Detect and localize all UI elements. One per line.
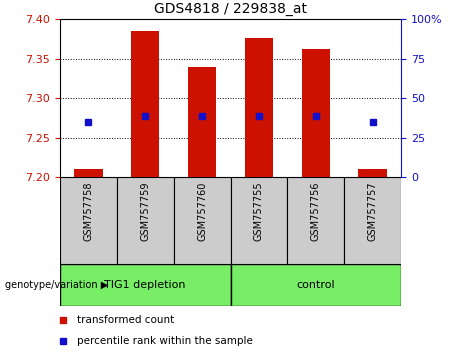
Text: GSM757757: GSM757757 xyxy=(367,181,378,241)
Text: TIG1 depletion: TIG1 depletion xyxy=(105,280,186,290)
Bar xyxy=(188,67,216,177)
Bar xyxy=(74,169,102,177)
Bar xyxy=(287,177,344,264)
Bar xyxy=(358,169,387,177)
Bar xyxy=(230,177,287,264)
Bar xyxy=(344,177,401,264)
Bar xyxy=(60,264,230,306)
Text: GSM757760: GSM757760 xyxy=(197,181,207,241)
Text: GSM757755: GSM757755 xyxy=(254,181,264,241)
Text: transformed count: transformed count xyxy=(77,315,174,325)
Text: percentile rank within the sample: percentile rank within the sample xyxy=(77,336,253,346)
Bar xyxy=(230,264,401,306)
Bar xyxy=(131,31,160,177)
Text: GSM757758: GSM757758 xyxy=(83,181,94,241)
Title: GDS4818 / 229838_at: GDS4818 / 229838_at xyxy=(154,2,307,16)
Bar xyxy=(60,177,117,264)
Bar xyxy=(174,177,230,264)
Bar xyxy=(245,38,273,177)
Bar xyxy=(117,177,174,264)
Text: GSM757756: GSM757756 xyxy=(311,181,321,241)
Text: control: control xyxy=(296,280,335,290)
Text: GSM757759: GSM757759 xyxy=(140,181,150,241)
Bar xyxy=(301,50,330,177)
Text: genotype/variation ▶: genotype/variation ▶ xyxy=(5,280,108,290)
